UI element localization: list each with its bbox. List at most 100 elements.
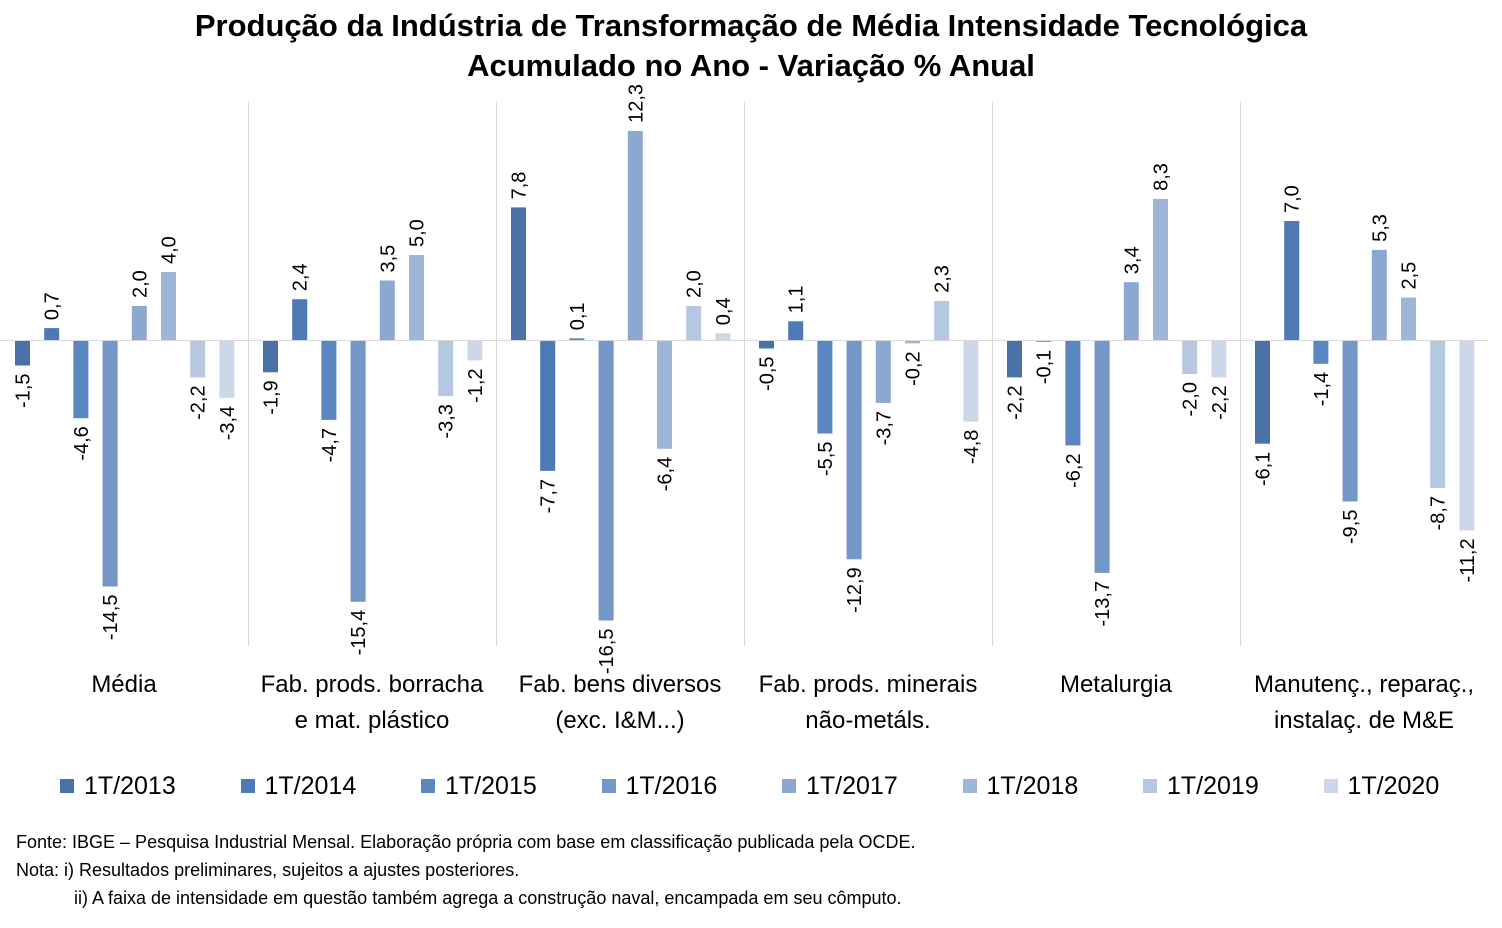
bar	[438, 340, 454, 397]
legend-swatch	[60, 779, 74, 793]
legend-label: 1T/2014	[264, 771, 357, 800]
bar	[1313, 340, 1329, 364]
bar	[15, 340, 30, 366]
bar	[715, 333, 731, 340]
data-label: -16,5	[596, 629, 618, 675]
bar	[1401, 297, 1416, 340]
data-label: 8,3	[1151, 163, 1173, 191]
legend-item: 1T/2018	[962, 768, 1079, 804]
legend-swatch	[601, 779, 616, 793]
legend-label: 1T/2019	[1167, 771, 1259, 800]
bar	[379, 280, 395, 340]
bar	[1371, 249, 1387, 340]
legend-label: 1T/2016	[625, 771, 718, 800]
chart-title: Produção da Indústria de Transformação d…	[0, 6, 1502, 86]
bar	[569, 338, 585, 340]
bar	[1007, 340, 1022, 378]
bar	[1255, 340, 1270, 444]
legend-swatch	[782, 779, 796, 793]
data-label: -2,2	[188, 385, 210, 419]
bar	[817, 340, 833, 434]
data-label: -11,2	[1457, 538, 1479, 582]
bar	[934, 300, 950, 340]
bar	[409, 255, 424, 340]
bar	[131, 306, 147, 340]
category-label: não-metáls.	[805, 707, 930, 734]
source-note: Fonte: IBGE – Pesquisa Industrial Mensal…	[16, 832, 916, 852]
data-label: -15,4	[348, 610, 370, 656]
legend-item: 1T/2015	[421, 768, 537, 804]
bar	[73, 340, 89, 419]
chart-subtitle-line: Acumulado no Ano - Variação % Anual	[467, 48, 1035, 83]
legend-item: 1T/2016	[601, 768, 718, 804]
legend-label: 1T/2013	[84, 771, 176, 800]
chart-title-line: Produção da Indústria de Transformação d…	[194, 8, 1308, 43]
legend-item: 1T/2013	[60, 768, 176, 804]
data-label: -0,1	[1034, 350, 1056, 384]
bar	[292, 299, 308, 340]
bar	[657, 340, 672, 449]
data-label: -2,0	[1180, 382, 1202, 416]
bar	[1123, 282, 1139, 340]
data-label: 0,4	[713, 297, 735, 325]
bar	[788, 321, 804, 340]
bar	[905, 340, 920, 344]
data-label: -6,1	[1253, 452, 1275, 486]
category-label: Fab. prods. minerais	[759, 671, 978, 698]
legend-swatch	[1323, 779, 1338, 793]
legend-item: 1T/2020	[1323, 768, 1440, 804]
data-label: 7,8	[509, 172, 531, 200]
data-label: 4,0	[159, 236, 181, 264]
bar	[1182, 340, 1198, 374]
data-label: 3,4	[1121, 246, 1143, 274]
bar	[1094, 340, 1110, 573]
note-1: Nota: i) Resultados preliminares, sujeit…	[16, 860, 520, 880]
data-label: 5,0	[407, 219, 429, 247]
data-label: -0,5	[757, 357, 779, 391]
data-label: -2,2	[1209, 385, 1231, 419]
data-label: -2,2	[1005, 385, 1027, 419]
bar	[598, 340, 614, 621]
bar	[1284, 221, 1300, 340]
bar-chart: -1,5 0,7 -4,6 -14,5 2,0 4,0 -2,2 -3,4 Média -1,9 2…	[0, 84, 1488, 734]
data-label: 7,0	[1282, 185, 1304, 213]
data-label: -5,5	[815, 442, 837, 476]
data-label: 5,3	[1369, 214, 1391, 242]
bar	[321, 340, 337, 420]
category-label: Média	[91, 671, 157, 698]
data-label: -13,7	[1092, 581, 1114, 627]
data-label: -1,4	[1311, 372, 1333, 406]
bar	[350, 340, 366, 602]
data-label: 3,5	[377, 245, 399, 273]
legend-label: 1T/2020	[1347, 771, 1440, 800]
legend-item: 1T/2017	[782, 768, 898, 804]
data-label: -3,3	[436, 404, 458, 438]
category-label: (exc. I&M...)	[555, 707, 684, 734]
category-label: instalaç. de M&E	[1274, 707, 1454, 734]
data-label: 2,4	[290, 263, 312, 291]
legend-swatch	[240, 779, 255, 793]
data-label: 12,3	[625, 84, 647, 123]
legend-label: 1T/2017	[806, 771, 898, 800]
legend-item: 1T/2014	[240, 768, 357, 804]
legend-label: 1T/2015	[445, 771, 537, 800]
data-label: -3,7	[873, 411, 895, 445]
legend-label: 1T/2018	[986, 771, 1079, 800]
bar	[1153, 198, 1168, 340]
bar	[846, 340, 862, 560]
bar	[219, 340, 235, 398]
legend-swatch	[421, 779, 435, 793]
legend-swatch	[1143, 779, 1157, 793]
data-label: -0,2	[903, 351, 925, 385]
data-label: -7,7	[538, 479, 560, 513]
data-label: 2,0	[129, 270, 151, 298]
data-label: -14,5	[100, 595, 122, 641]
bar	[190, 340, 206, 378]
data-label: 0,7	[42, 292, 64, 320]
data-label: -3,4	[217, 406, 239, 440]
bar	[1459, 340, 1475, 531]
data-label: -8,7	[1428, 496, 1450, 530]
chart-legend: 1T/2013 1T/2014 1T/2015 1T/2016 1T/2017 1T/20…	[0, 768, 1502, 804]
bar	[540, 340, 556, 471]
data-label: -1,5	[13, 374, 35, 408]
